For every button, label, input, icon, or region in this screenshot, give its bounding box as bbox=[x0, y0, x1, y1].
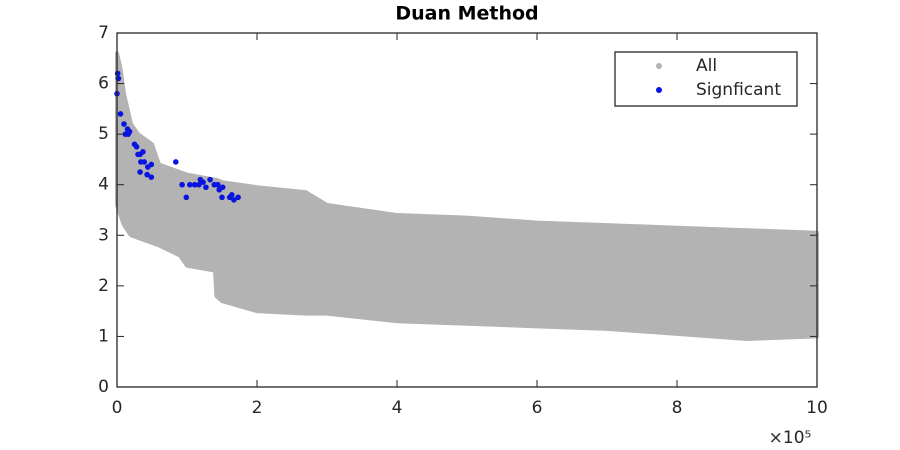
point bbox=[148, 161, 155, 168]
point bbox=[197, 176, 204, 183]
point bbox=[122, 131, 129, 137]
legend-marker bbox=[656, 87, 662, 93]
point bbox=[126, 128, 133, 135]
legend-label: All bbox=[696, 56, 717, 76]
point bbox=[137, 169, 143, 175]
legend-label: Signficant bbox=[696, 80, 781, 100]
legend: All Signficant bbox=[614, 51, 798, 107]
legend-marker bbox=[656, 63, 662, 69]
y-tick-label: 3 bbox=[98, 225, 109, 245]
x-tick-label: 2 bbox=[252, 398, 263, 418]
point bbox=[219, 194, 225, 201]
point bbox=[215, 181, 221, 188]
point bbox=[133, 143, 140, 150]
chart-title: Duan Method bbox=[395, 3, 538, 25]
y-tick-label: 4 bbox=[98, 175, 109, 195]
point bbox=[229, 192, 235, 198]
point bbox=[121, 121, 127, 127]
y-tick-label: 5 bbox=[98, 124, 109, 144]
point bbox=[196, 181, 202, 188]
point bbox=[144, 171, 150, 178]
point bbox=[183, 194, 190, 201]
y-tick-label: 6 bbox=[98, 74, 109, 94]
point bbox=[179, 181, 185, 188]
point bbox=[219, 184, 226, 191]
point bbox=[117, 111, 124, 117]
point bbox=[114, 70, 121, 77]
point bbox=[235, 194, 241, 201]
y-tick-label: 1 bbox=[98, 326, 109, 346]
y-tick-label: 0 bbox=[98, 377, 109, 397]
y-tick-label: 7 bbox=[98, 23, 109, 43]
point bbox=[203, 184, 209, 191]
point bbox=[231, 197, 237, 203]
x-tick-label: 0 bbox=[112, 398, 123, 418]
point bbox=[173, 159, 179, 165]
plot-frame bbox=[116, 32, 818, 388]
x-multiplier: ×10⁵ bbox=[769, 428, 812, 448]
point bbox=[148, 174, 155, 180]
x-tick-label: 8 bbox=[672, 398, 683, 418]
y-tick-label: 2 bbox=[98, 276, 109, 296]
x-tick-label: 4 bbox=[392, 398, 403, 418]
point bbox=[140, 149, 146, 155]
point bbox=[141, 159, 148, 165]
x-tick-label: 6 bbox=[532, 398, 543, 418]
point bbox=[187, 181, 193, 188]
x-tick-label: 10 bbox=[806, 398, 828, 418]
point bbox=[207, 176, 213, 183]
point bbox=[191, 181, 198, 188]
legend-box bbox=[614, 51, 798, 107]
